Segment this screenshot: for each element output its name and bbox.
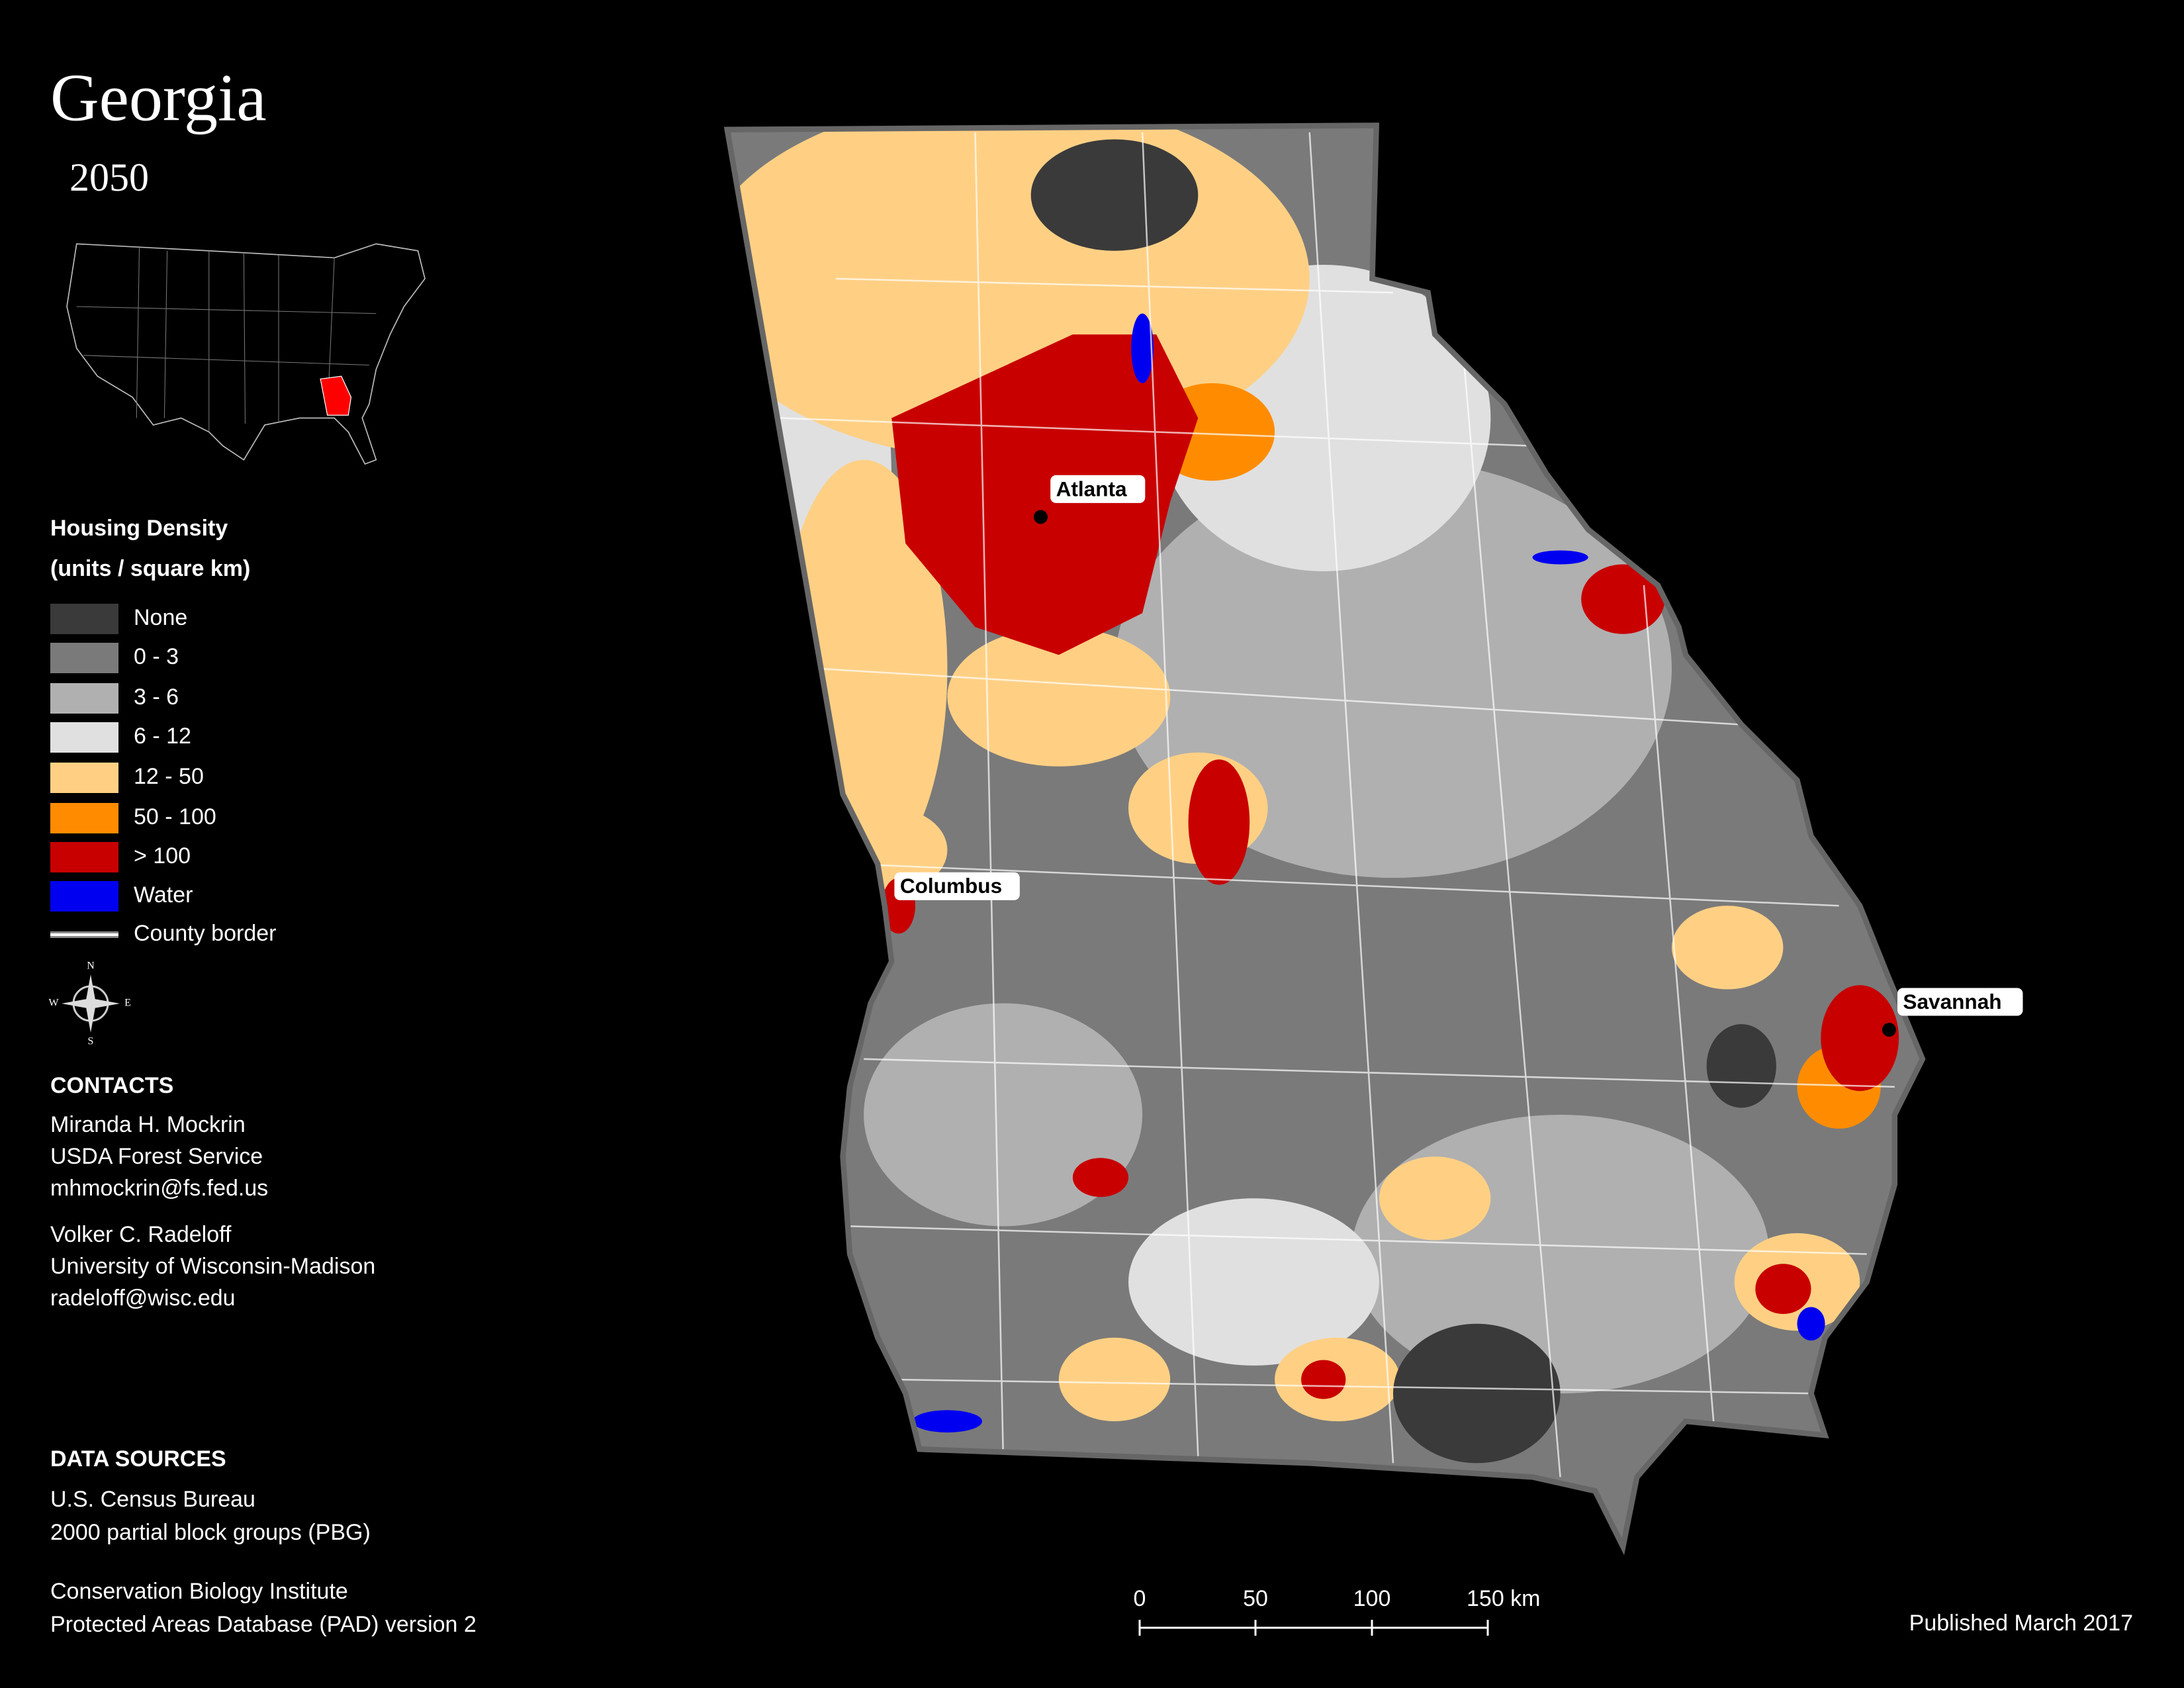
area <box>1131 313 1154 383</box>
legend: None 0 - 3 3 - 6 6 - 12 12 - 50 50 - 100 > 100… <box>50 604 276 946</box>
data-sources: U.S. Census Bureau 2000 partial block gro… <box>50 1487 477 1637</box>
state-outline <box>723 122 1926 1556</box>
legend-swatch <box>50 683 118 714</box>
scale-bar: 0 50 100 150 km <box>1134 1586 1541 1636</box>
legend-swatch <box>50 881 118 912</box>
area <box>1672 906 1784 990</box>
area <box>864 1003 1143 1227</box>
area <box>1755 1264 1811 1315</box>
area <box>1821 985 1899 1092</box>
area <box>1797 1307 1825 1341</box>
contacts: Miranda H. Mockrin USDA Forest Service mhm… <box>50 1112 375 1311</box>
area <box>1532 550 1588 565</box>
city-label-bg <box>894 872 1020 900</box>
legend-label: 0 - 3 <box>134 644 179 669</box>
compass-star <box>62 998 120 1009</box>
contact-line: radeloff@wisc.edu <box>50 1286 236 1311</box>
contact-line: Miranda H. Mockrin <box>50 1112 246 1137</box>
us-inset <box>66 243 426 465</box>
city-label-bg <box>1897 988 2023 1016</box>
contacts-title: CONTACTS <box>50 1073 173 1098</box>
legend-label: 6 - 12 <box>134 724 191 749</box>
city-label-bg <box>1050 475 1146 503</box>
legend-label: 50 - 100 <box>134 804 216 829</box>
scale-label: 100 <box>1353 1586 1391 1611</box>
area <box>1393 1323 1561 1464</box>
city-label: Columbus <box>900 874 1002 898</box>
compass-letter: E <box>124 998 131 1009</box>
map-year: 2050 <box>69 156 149 199</box>
legend-subtitle: (units / square km) <box>50 556 250 581</box>
city-label: Savannah <box>1903 990 2001 1013</box>
city-dot <box>1882 1023 1896 1037</box>
area <box>1128 1198 1379 1366</box>
us-state-lines <box>76 248 377 432</box>
legend-title: Housing Density <box>50 516 228 541</box>
source-line: Protected Areas Database (PAD) version 2 <box>50 1612 477 1637</box>
legend-swatch <box>50 722 118 753</box>
source-line: 2000 partial block groups (PBG) <box>50 1520 371 1545</box>
contact-line: mhmockrin@fs.fed.us <box>50 1176 268 1201</box>
area <box>947 627 1171 767</box>
legend-swatch <box>50 803 118 833</box>
inset-georgia <box>320 375 352 416</box>
map-title: Georgia <box>50 60 267 135</box>
area <box>1581 564 1665 634</box>
area <box>1058 1337 1171 1422</box>
area <box>1072 1158 1129 1197</box>
legend-label: > 100 <box>134 843 191 868</box>
contact-line: Volker C. Radeloff <box>50 1222 232 1247</box>
compass-letter: N <box>87 961 95 972</box>
source-line: Conservation Biology Institute <box>50 1579 348 1604</box>
compass-letter: S <box>88 1036 94 1047</box>
scale-label: 50 <box>1243 1586 1268 1611</box>
contact-line: University of Wisconsin-Madison <box>50 1254 375 1279</box>
area <box>1030 139 1199 251</box>
legend-label: County border <box>134 921 276 946</box>
compass: N S E W <box>48 961 130 1047</box>
legend-label: None <box>134 605 187 630</box>
legend-swatch <box>50 842 118 872</box>
area <box>912 1410 983 1432</box>
area <box>891 334 1199 655</box>
sources-title: DATA SOURCES <box>50 1446 226 1472</box>
legend-swatch <box>50 604 118 634</box>
published: Published March 2017 <box>1909 1611 2133 1636</box>
contact-line: USDA Forest Service <box>50 1144 263 1169</box>
city-label: Atlanta <box>1056 477 1127 500</box>
area <box>1301 1360 1346 1399</box>
legend-label: 3 - 6 <box>134 684 179 710</box>
legend-swatch <box>50 643 118 673</box>
legend-swatch <box>50 763 118 793</box>
source-line: U.S. Census Bureau <box>50 1487 255 1512</box>
area <box>1188 759 1250 885</box>
legend-label: 12 - 50 <box>134 764 204 789</box>
area <box>1115 459 1672 878</box>
legend-label: Water <box>134 882 193 908</box>
scale-label: 0 <box>1134 1586 1146 1611</box>
area <box>1706 1024 1776 1108</box>
city-dot <box>1033 510 1048 524</box>
compass-letter: W <box>48 998 59 1009</box>
scale-label: 150 km <box>1467 1586 1541 1611</box>
area <box>1379 1156 1491 1241</box>
county-border <box>780 132 1895 1477</box>
